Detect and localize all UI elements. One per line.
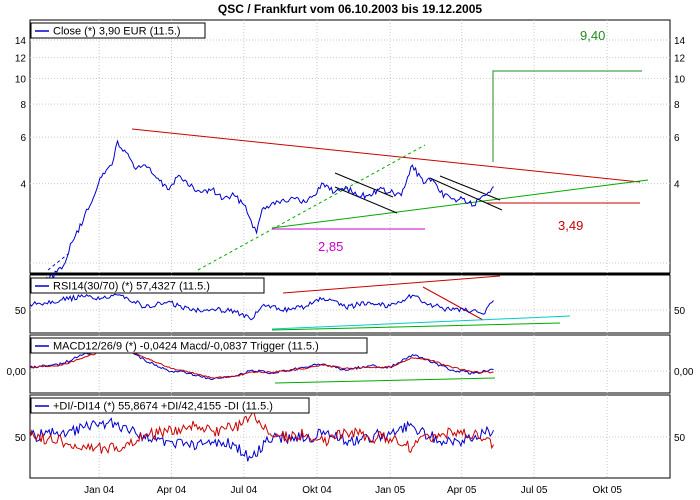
y-tick-label-right: 8 <box>674 100 680 111</box>
y-tick-label-left: 10 <box>15 75 27 86</box>
plus-di-line <box>29 417 494 462</box>
y-tick-label-right: 14 <box>674 36 686 47</box>
target-value-label: 9,40 <box>580 28 605 43</box>
macd-legend-text: MACD12/26/9 (*) -0,0424 Macd/-0,0837 Tri… <box>53 341 319 353</box>
x-tick-label: Jul 05 <box>521 485 548 496</box>
y-tick-label-right: 0,00 <box>674 367 694 378</box>
x-tick-label: Jan 04 <box>84 485 114 496</box>
early-dashed-line <box>47 253 69 271</box>
minus-di-line <box>29 410 494 455</box>
support-extension-dashed <box>197 144 426 271</box>
channel-2-bottom <box>429 177 503 211</box>
legends: Close (*) 3,90 EUR (11.5.) RSI14(30/70) (… <box>30 22 368 414</box>
support-trendline <box>271 179 649 229</box>
price-line <box>29 139 494 290</box>
rsi-down-trendline <box>422 286 484 321</box>
rsi-support-line <box>271 315 571 330</box>
x-tick-label: Apr 05 <box>447 485 477 496</box>
dmi-legend-text: +DI/-DI14 (*) 55,8674 +DI/42,4155 -DI (1… <box>53 401 273 413</box>
y-tick-label-right: 4 <box>674 180 680 191</box>
axis-labels: Jan 04 Apr 04 Jul 04 Okt 04 Jan 05 Apr 05 Jul … <box>7 36 694 496</box>
y-tick-label-right: 6 <box>674 133 680 144</box>
x-tick-label: Okt 05 <box>592 485 622 496</box>
y-tick-label-right: 50 <box>674 433 686 444</box>
y-tick-label-left: 8 <box>20 100 26 111</box>
rsi-line <box>29 293 494 321</box>
low-value-label: 2,85 <box>318 239 343 254</box>
target-line <box>492 70 642 162</box>
y-tick-label-right: 50 <box>674 306 686 317</box>
y-tick-label-left: 14 <box>15 36 27 47</box>
x-tick-label: Apr 04 <box>157 485 187 496</box>
price-legend-box <box>30 22 206 39</box>
channel-2-top <box>439 175 501 201</box>
y-tick-label-left: 50 <box>15 306 27 317</box>
macd-legend-box <box>30 337 368 354</box>
rsi-resistance-line <box>282 275 501 294</box>
rsi-legend-box <box>30 277 265 294</box>
macd-support-line <box>274 377 496 384</box>
resistance-trendline <box>131 128 641 183</box>
y-tick-label-right: 12 <box>674 54 686 65</box>
y-tick-label-left: 6 <box>20 133 26 144</box>
panel-frames <box>29 19 671 479</box>
channel-1-top <box>334 172 394 198</box>
rsi-green-line <box>271 322 561 331</box>
chart-title: QSC / Frankfurt vom 06.10.2003 bis 19.12… <box>218 2 482 16</box>
y-tick-label-left: 12 <box>15 54 27 65</box>
dmi-legend-box <box>30 397 310 414</box>
x-tick-label: Okt 04 <box>302 485 332 496</box>
y-tick-label-left: 50 <box>15 433 27 444</box>
price-legend-text: Close (*) 3,90 EUR (11.5.) <box>53 26 181 38</box>
y-tick-label-left: 4 <box>20 180 26 191</box>
trend-drawings: 9,40 3,49 2,85 <box>47 28 649 384</box>
x-tick-label: Jan 05 <box>375 485 405 496</box>
rsi-legend-text: RSI14(30/70) (*) 57,4327 (11.5.) <box>53 281 210 293</box>
panel-frame-price <box>29 19 671 274</box>
channel-1-bottom <box>334 186 398 214</box>
y-tick-label-left: 0,00 <box>7 367 27 378</box>
stop-value-label: 3,49 <box>558 218 583 233</box>
y-tick-label-right: 10 <box>674 75 686 86</box>
x-tick-label: Jul 04 <box>231 485 258 496</box>
